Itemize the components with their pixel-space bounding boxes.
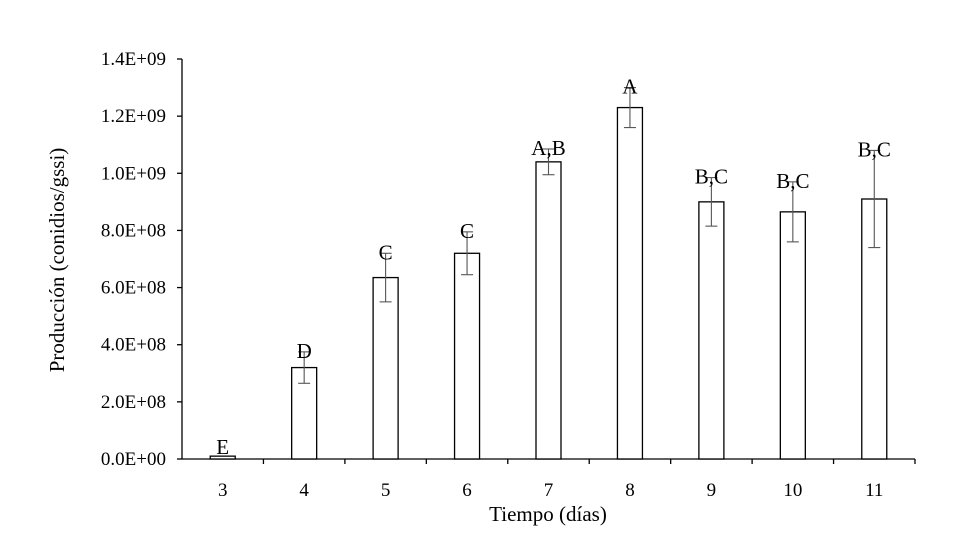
y-tick-label: 1.2E+09: [101, 106, 166, 127]
x-tick-label: 5: [381, 480, 391, 501]
y-tick-label: 4.0E+08: [101, 335, 166, 356]
x-tick-label: 9: [707, 480, 717, 501]
x-tick-label: 10: [783, 480, 802, 501]
x-tick-label: 3: [218, 480, 228, 501]
data-label: B,C: [695, 165, 728, 189]
x-axis-title: Tiempo (días): [489, 502, 607, 526]
y-tick-label: 8.0E+08: [101, 220, 166, 241]
x-tick-label: 6: [462, 480, 472, 501]
bar: [535, 161, 562, 460]
bar: [616, 106, 644, 460]
x-tick-label: 4: [299, 480, 309, 501]
data-label: B,C: [858, 137, 891, 161]
bar: [372, 276, 399, 460]
data-label: A,B: [531, 136, 565, 160]
x-tick-label: 11: [865, 480, 883, 501]
y-axis-title: Producción (conidios/gssi): [45, 148, 69, 373]
x-tick-label: 7: [544, 480, 554, 501]
y-tick-label: 1.0E+09: [101, 163, 166, 184]
data-label: E: [216, 435, 229, 459]
bar: [779, 211, 806, 460]
plot-area: 0.0E+00 2.0E+08 4.0E+08 6.0E+08 8.0E+08 1.0E+…: [101, 49, 916, 501]
y-tick-label: 1.4E+09: [101, 49, 166, 70]
bar: [209, 455, 236, 460]
bar: [453, 252, 481, 460]
data-label: A: [622, 75, 638, 99]
data-label: C: [460, 219, 474, 243]
y-tick-label: 0.0E+00: [101, 449, 166, 470]
y-tick-label: 2.0E+08: [101, 392, 166, 413]
data-label: C: [379, 240, 393, 264]
data-label: B,C: [776, 169, 809, 193]
bar: [698, 201, 725, 460]
data-label: D: [297, 339, 312, 363]
x-tick-label: 8: [625, 480, 635, 501]
y-tick-label: 6.0E+08: [101, 278, 166, 299]
